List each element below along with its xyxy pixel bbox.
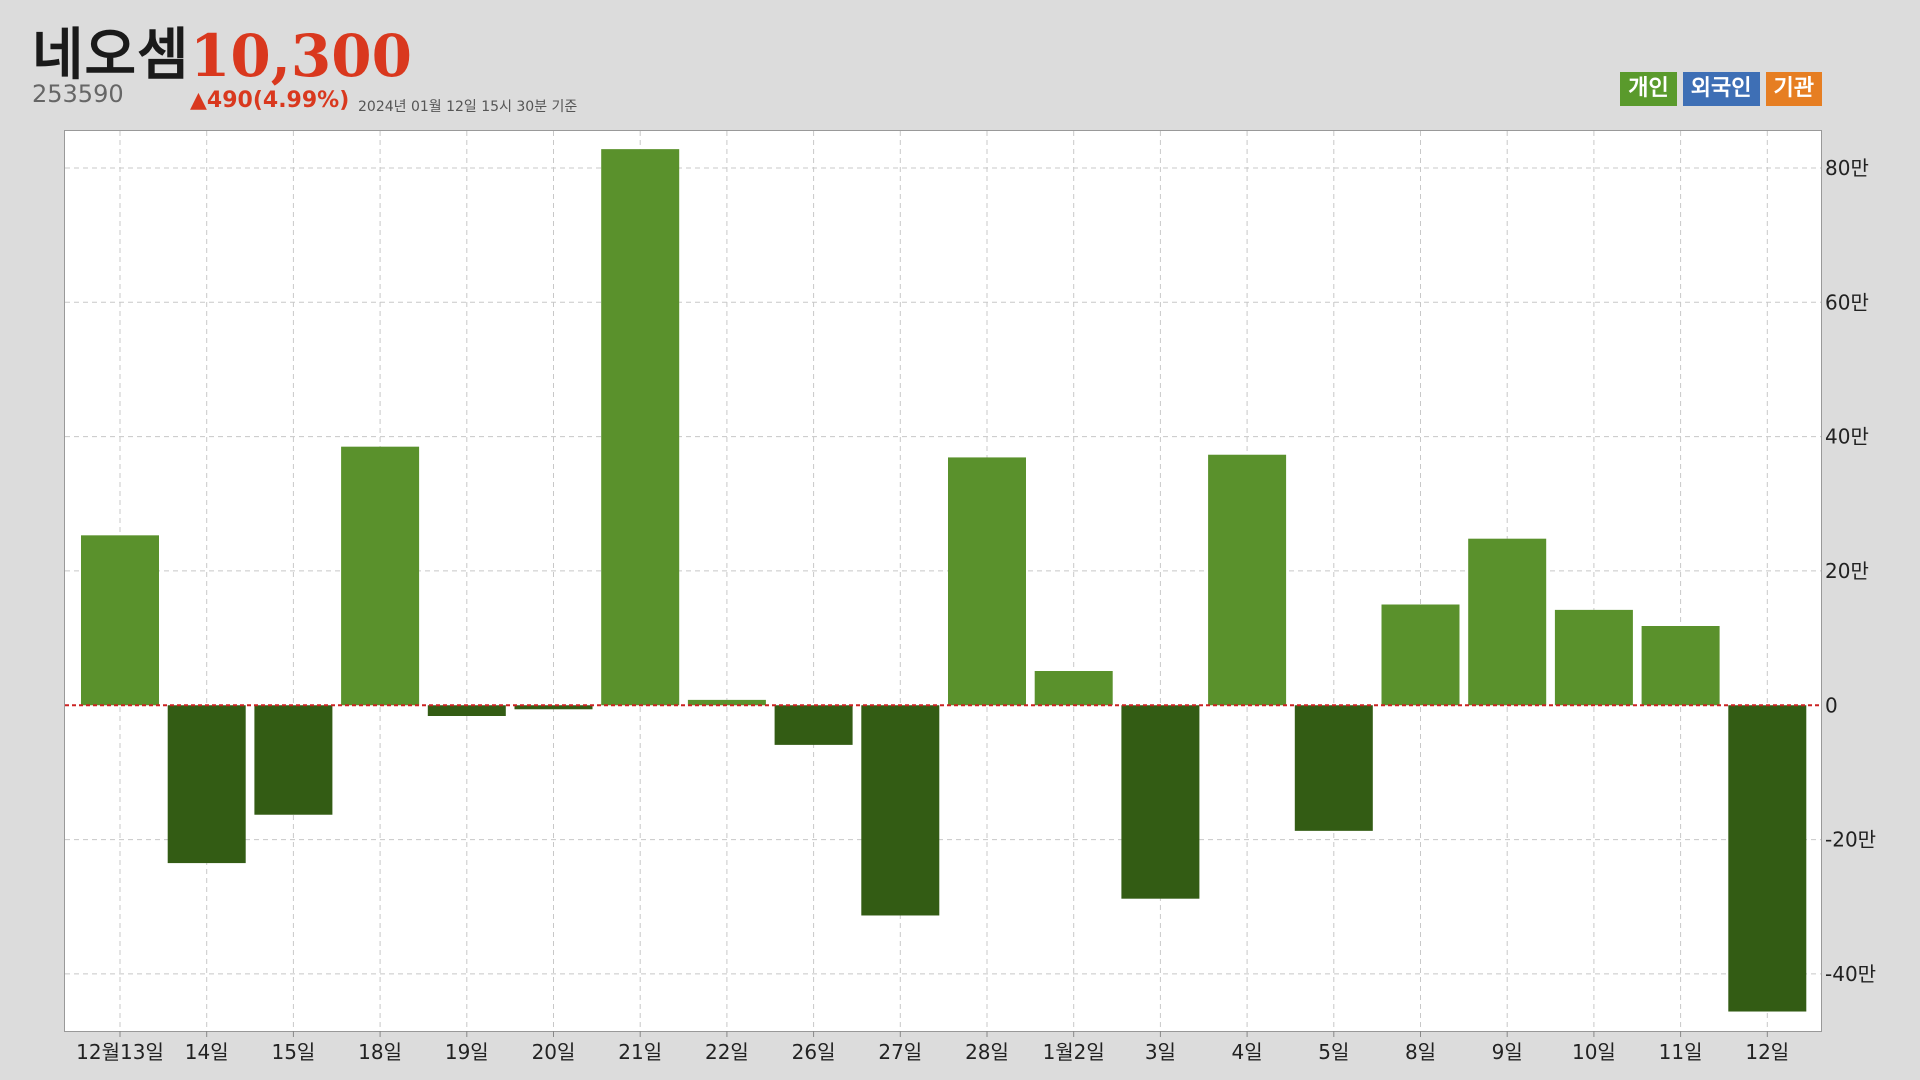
x-tick-label: 15일	[271, 1040, 315, 1064]
price-change: ▲490(4.99%)	[190, 88, 350, 113]
stock-code: 253590	[32, 80, 124, 108]
x-tick-label: 20일	[532, 1040, 576, 1064]
bar-27일[interactable]	[861, 705, 940, 916]
y-tick-label: 20만	[1825, 559, 1869, 583]
x-tick-label: 10일	[1572, 1040, 1616, 1064]
y-tick-label: 40만	[1825, 425, 1869, 449]
bar-26일[interactable]	[774, 705, 853, 745]
x-tick-label: 8일	[1405, 1040, 1436, 1064]
x-tick-label: 19일	[445, 1040, 489, 1064]
bar-8일[interactable]	[1381, 604, 1460, 706]
bar-18일[interactable]	[341, 446, 420, 706]
x-tick-label: 14일	[185, 1040, 229, 1064]
x-tick-label: 22일	[705, 1040, 749, 1064]
bar-5일[interactable]	[1294, 705, 1373, 831]
bar-12일[interactable]	[1728, 705, 1807, 1012]
x-tick-label: 4일	[1232, 1040, 1263, 1064]
y-tick-label: -20만	[1825, 828, 1876, 852]
x-tick-label: 12일	[1745, 1040, 1789, 1064]
y-tick-label: -40만	[1825, 962, 1876, 986]
bar-19일[interactable]	[427, 705, 506, 716]
bar-21일[interactable]	[601, 149, 680, 706]
legend-institution[interactable]: 기관	[1765, 72, 1822, 106]
legend: 개인 외국인 기관	[1620, 72, 1822, 106]
x-tick-label: 3일	[1145, 1040, 1176, 1064]
bar-14일[interactable]	[167, 705, 246, 864]
x-tick-label: 28일	[965, 1040, 1009, 1064]
bar-11일[interactable]	[1641, 626, 1720, 706]
legend-foreigner[interactable]: 외국인	[1682, 72, 1760, 106]
bar-12월13일[interactable]	[81, 535, 159, 706]
bar-3일[interactable]	[1121, 705, 1200, 899]
bar-22일[interactable]	[687, 699, 766, 706]
x-tick-label: 9일	[1492, 1040, 1523, 1064]
x-tick-label: 5일	[1318, 1040, 1349, 1064]
bar-15일[interactable]	[254, 705, 333, 815]
x-tick-label: 1월2일	[1043, 1040, 1105, 1064]
bar-20일[interactable]	[514, 705, 593, 710]
stock-name: 네오셈	[32, 23, 190, 88]
bar-4일[interactable]	[1208, 454, 1287, 706]
x-tick-label: 21일	[618, 1040, 662, 1064]
y-tick-label: 0	[1825, 693, 1838, 717]
stock-price: 10,300	[190, 22, 412, 90]
timestamp: 2024년 01월 12일 15시 30분 기준	[358, 99, 578, 115]
y-tick-label: 60만	[1825, 290, 1869, 314]
bar-1월2일[interactable]	[1034, 671, 1113, 706]
x-tick-label: 27일	[878, 1040, 922, 1064]
bar-9일[interactable]	[1468, 538, 1547, 706]
x-tick-label: 12월13일	[76, 1040, 164, 1064]
x-tick-label: 18일	[358, 1040, 402, 1064]
x-tick-label: 11일	[1659, 1040, 1703, 1064]
x-tick-label: 26일	[792, 1040, 836, 1064]
y-tick-label: 80만	[1825, 156, 1869, 180]
bar-10일[interactable]	[1554, 609, 1633, 706]
legend-individual[interactable]: 개인	[1620, 72, 1677, 106]
header: 네오셈 253590 10,300 ▲490(4.99%) 2024년 01월 …	[0, 0, 1920, 125]
bar-28일[interactable]	[948, 457, 1026, 706]
